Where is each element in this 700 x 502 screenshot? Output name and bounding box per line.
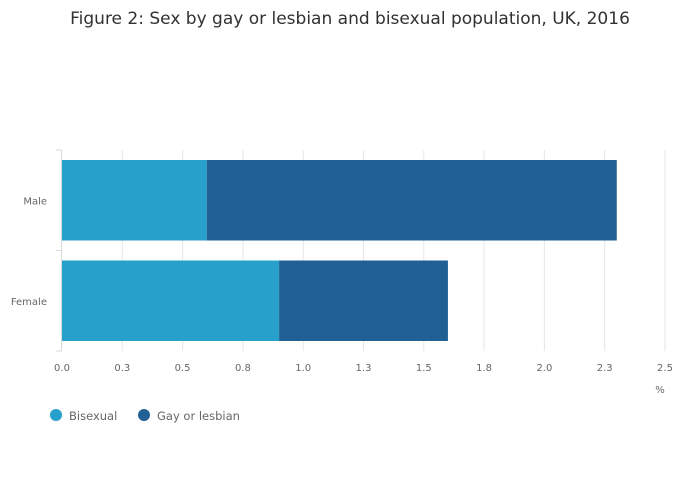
x-axis-unit-label: % <box>655 385 665 396</box>
x-tick-label: 1.0 <box>295 363 311 374</box>
y-tick-label-female: Female <box>11 297 47 308</box>
legend: Bisexual Gay or lesbian <box>50 409 240 423</box>
axes: 0.0 0.3 0.5 0.8 1.0 1.3 1.5 1.8 2.0 2.3 2.5 Male Fem… <box>11 149 673 374</box>
x-tick-label: 2.3 <box>597 363 613 374</box>
bar-male-gay-or-lesbian <box>206 160 617 241</box>
x-tick-label: 0.3 <box>114 363 130 374</box>
x-tick-label: 0.8 <box>235 363 251 374</box>
bars <box>62 160 617 341</box>
x-tick-label: 2.5 <box>657 363 673 374</box>
legend-marker-bisexual <box>50 409 62 421</box>
x-tick-label: 0.0 <box>54 363 70 374</box>
x-tick-label: 0.5 <box>175 363 191 374</box>
legend-label-gay-or-lesbian: Gay or lesbian <box>157 409 240 423</box>
y-tick-label-male: Male <box>23 196 47 207</box>
x-tick-label: 2.0 <box>536 363 552 374</box>
legend-label-bisexual: Bisexual <box>69 409 117 423</box>
bar-male-bisexual <box>62 160 207 241</box>
bar-female-gay-or-lesbian <box>279 260 448 341</box>
x-tick-label: 1.8 <box>476 363 492 374</box>
x-tick-label: 1.3 <box>356 363 372 374</box>
chart-title: Figure 2: Sex by gay or lesbian and bise… <box>70 9 630 29</box>
x-tick-label: 1.5 <box>416 363 432 374</box>
bar-female-bisexual <box>62 260 280 341</box>
legend-marker-gay-or-lesbian <box>138 409 150 421</box>
